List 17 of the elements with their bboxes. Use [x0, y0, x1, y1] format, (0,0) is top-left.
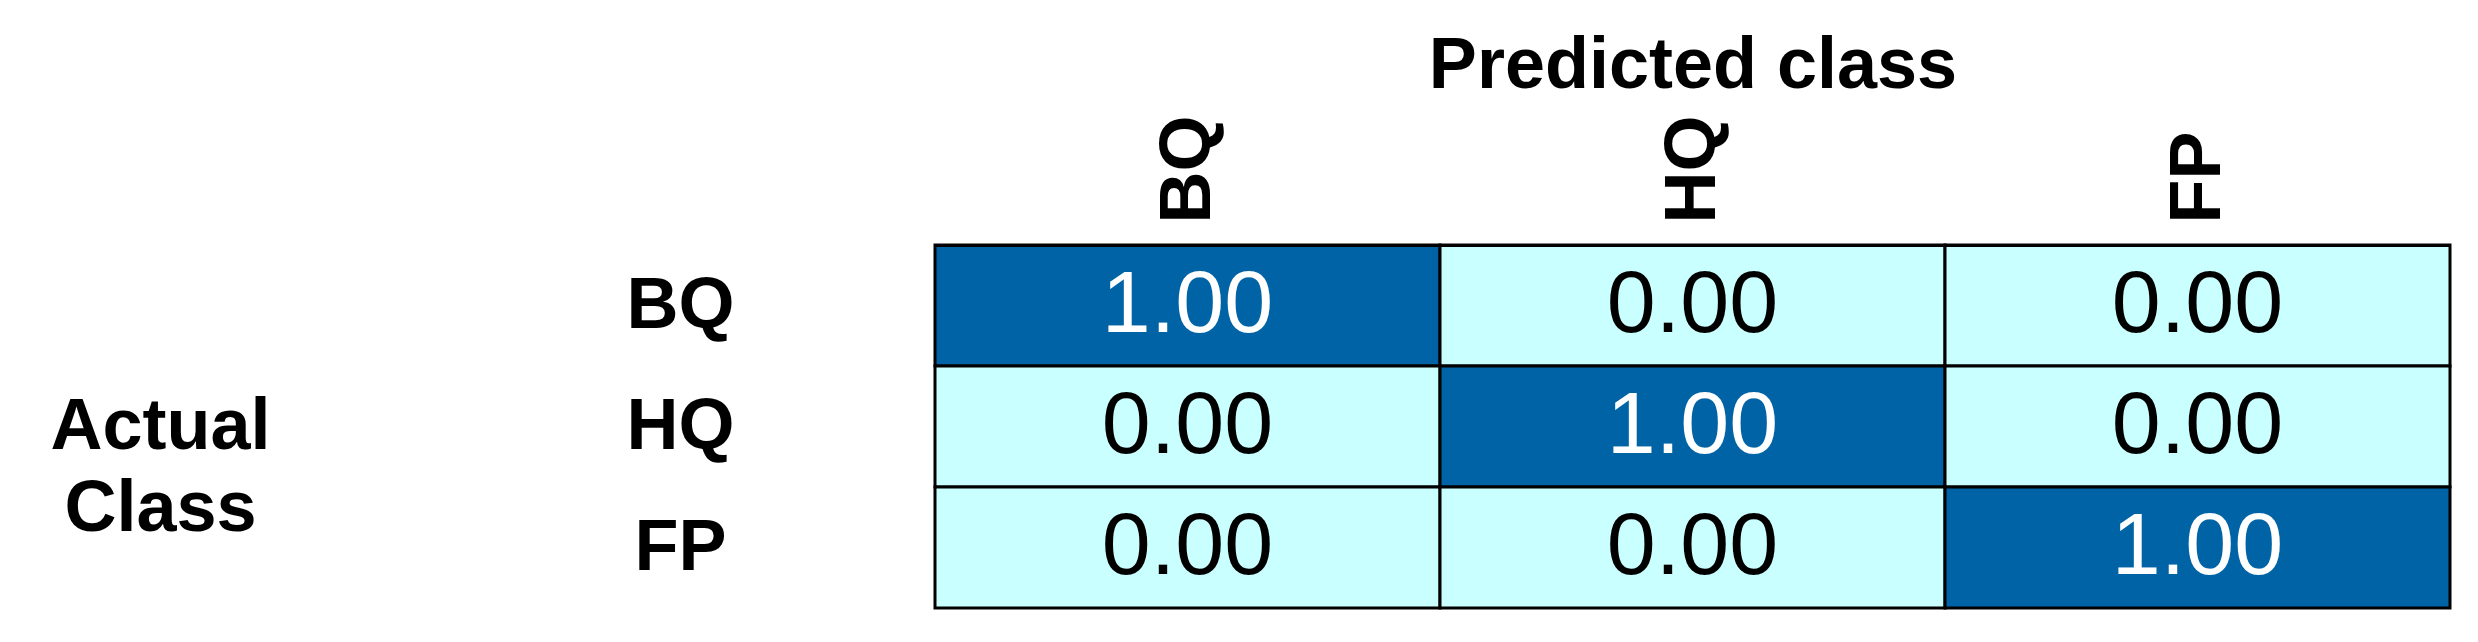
- data-label: 0.00: [2111, 372, 2284, 472]
- data-label: 1.00: [1606, 372, 1779, 472]
- y-tick-label: BQ: [626, 262, 735, 343]
- data-label: 0.00: [1101, 493, 1274, 593]
- chart-title: Predicted class: [1428, 22, 1958, 103]
- x-tick-label: FP: [2154, 131, 2235, 224]
- data-label: 1.00: [1101, 251, 1274, 351]
- data-label: 0.00: [1101, 372, 1274, 472]
- data-label: 0.00: [1606, 251, 1779, 351]
- data-label: 0.00: [1606, 493, 1779, 593]
- y-axis-title: Actual Class: [50, 383, 271, 546]
- y-tick-label: HQ: [626, 383, 735, 464]
- data-label: 1.00: [2111, 493, 2284, 593]
- x-tick-label: BQ: [1144, 115, 1225, 224]
- x-tick-label: HQ: [1649, 115, 1730, 224]
- data-label: 0.00: [2111, 251, 2284, 351]
- y-tick-label: FP: [634, 504, 727, 585]
